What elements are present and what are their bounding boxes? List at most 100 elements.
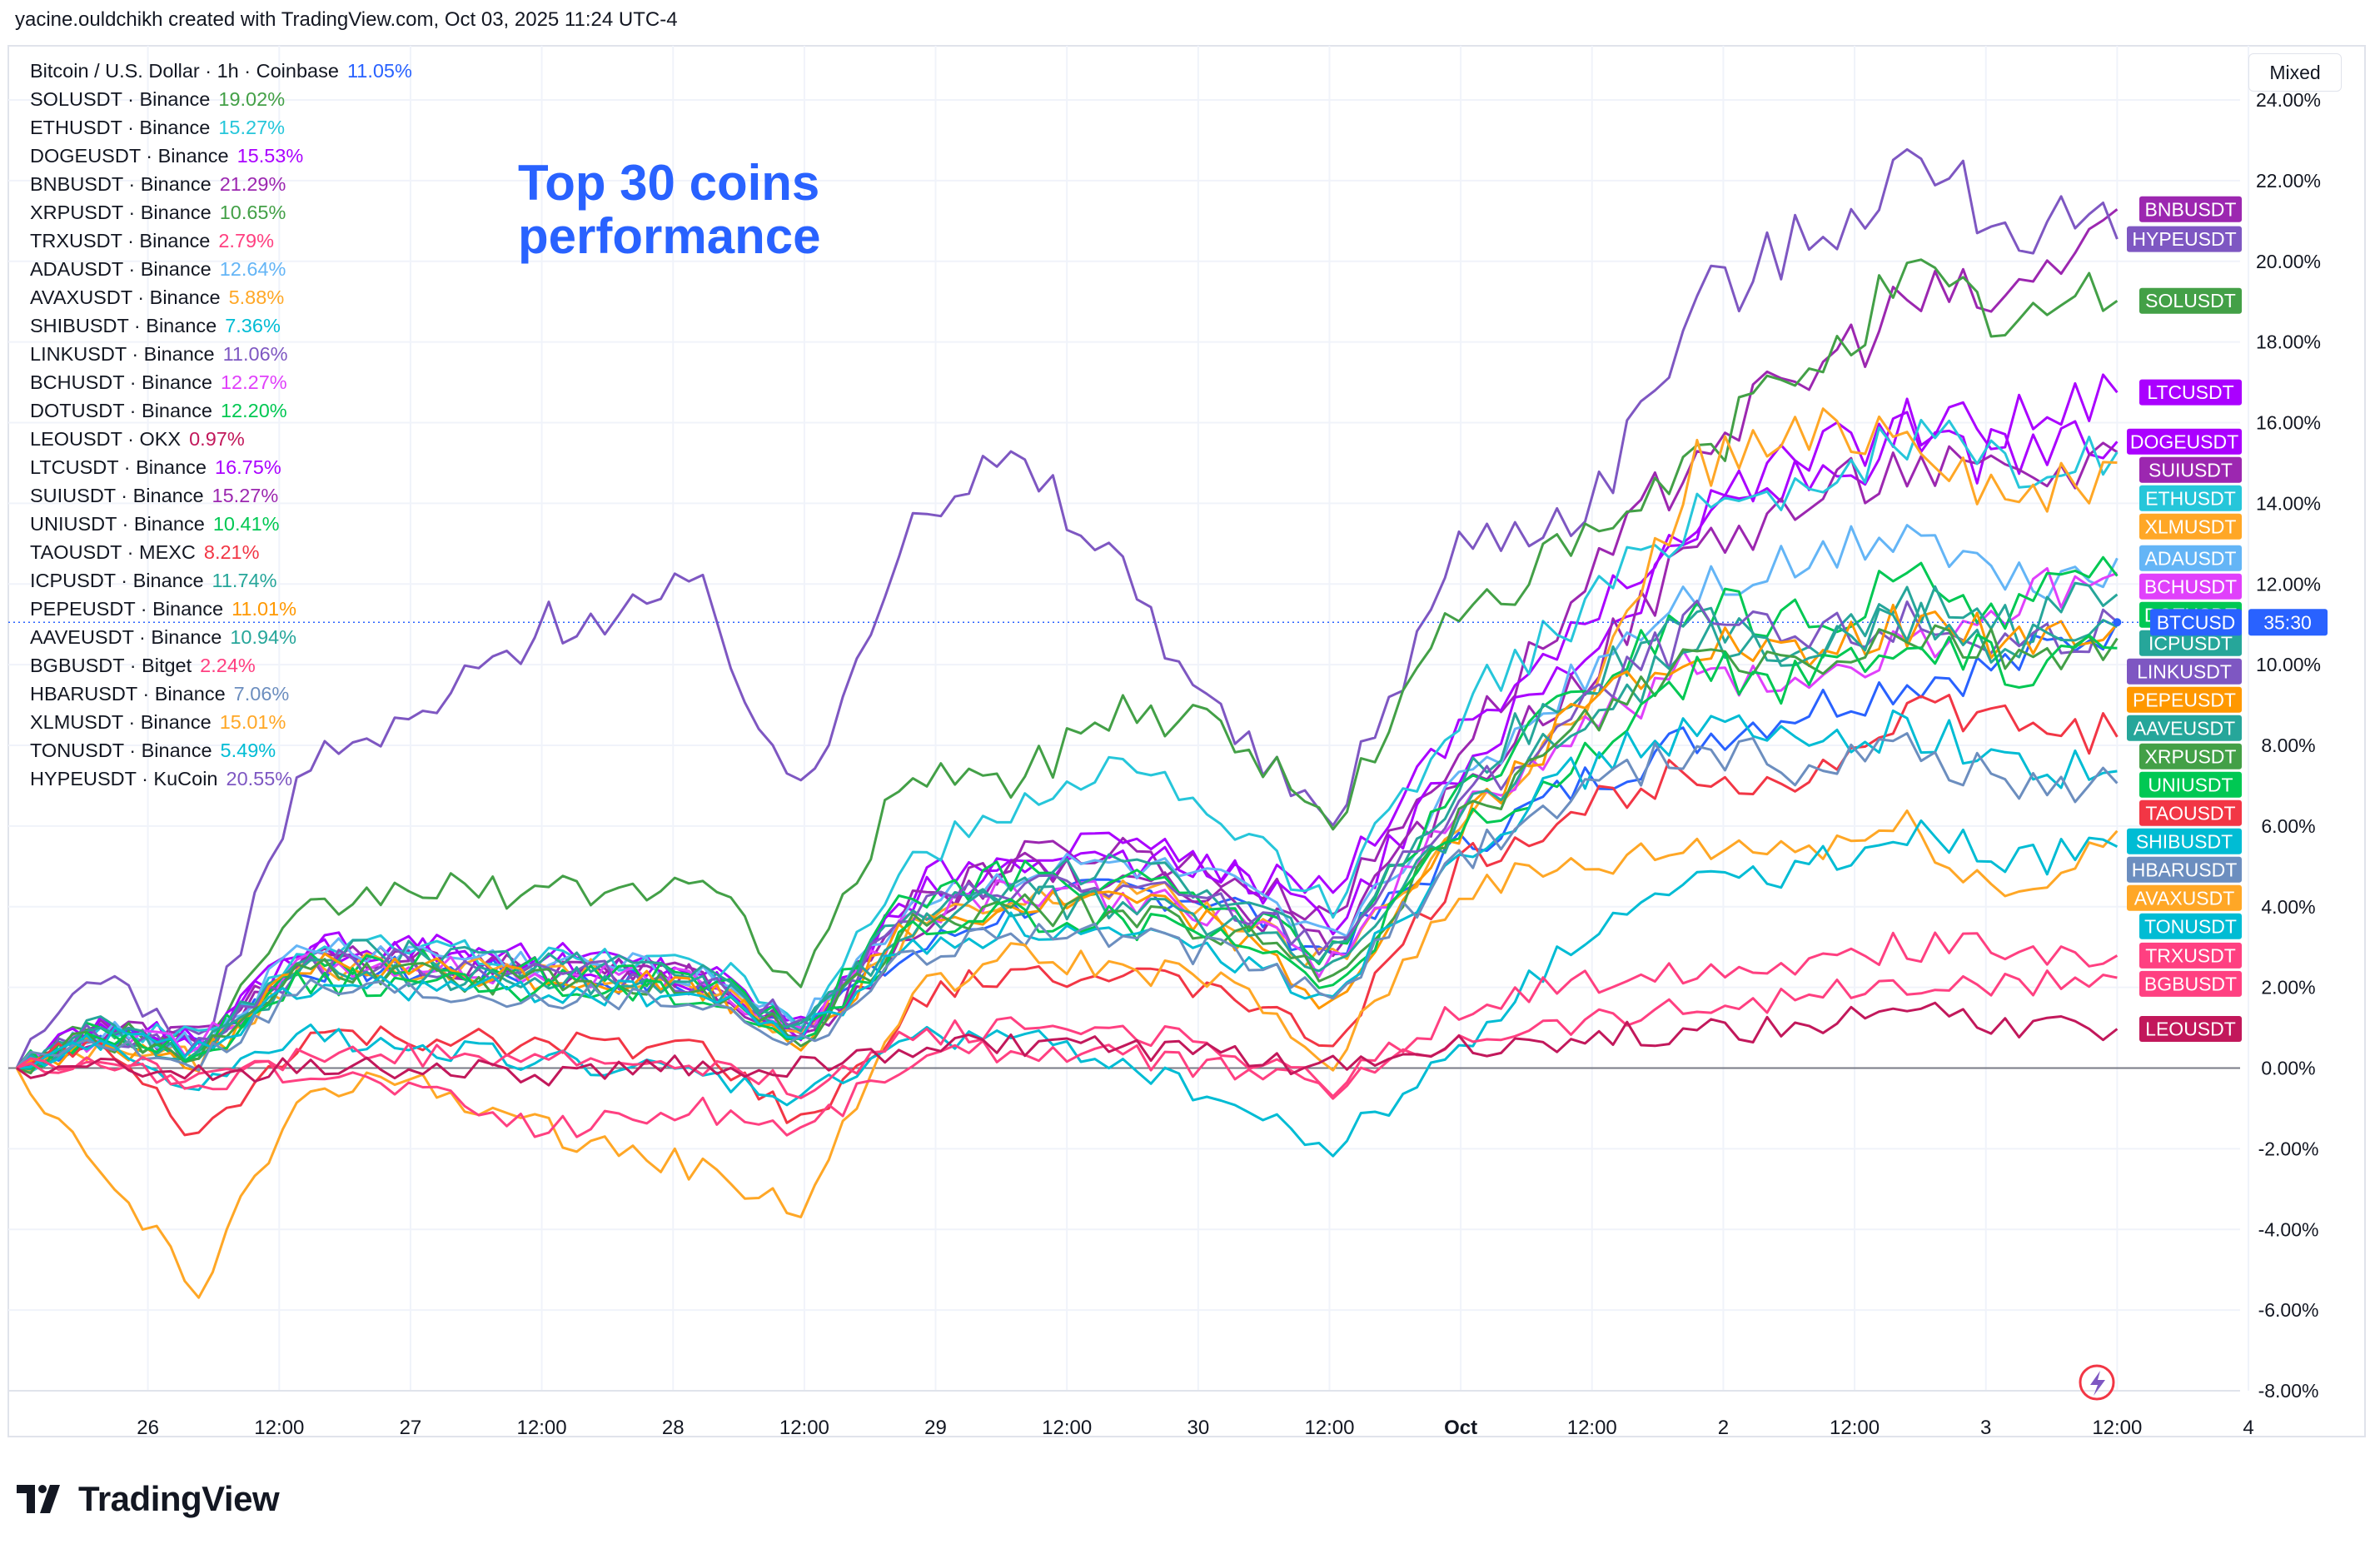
legend-item[interactable]: SOLUSDT · Binance 19.02% — [30, 85, 412, 113]
legend-item-value: 10.65% — [219, 202, 286, 223]
legend-item-name: SUIUSDT · Binance — [30, 485, 204, 506]
legend-item[interactable]: HYPEUSDT · KuCoin 20.55% — [30, 765, 412, 793]
legend-item-name: XLMUSDT · Binance — [30, 711, 212, 733]
legend-item[interactable]: Bitcoin / U.S. Dollar · 1h · Coinbase 11.… — [30, 57, 412, 85]
legend-item[interactable]: AVAXUSDT · Binance 5.88% — [30, 283, 412, 311]
series-tag-label: AVAXUSDT — [2134, 887, 2235, 909]
legend-item[interactable]: BGBUSDT · Bitget 2.24% — [30, 651, 412, 680]
legend-item[interactable]: DOGEUSDT · Binance 15.53% — [30, 142, 412, 170]
legend-item[interactable]: BNBUSDT · Binance 21.29% — [30, 170, 412, 198]
series-line-bnbusdt — [16, 208, 2119, 1069]
legend-item-value: 11.74% — [212, 570, 277, 591]
x-tick-label: 28 — [662, 1417, 685, 1439]
series-tag-label: TONUSDT — [2144, 915, 2237, 937]
series-tag: UNIUSDT — [2139, 771, 2242, 798]
legend-item-value: 2.24% — [200, 655, 256, 676]
tradingview-logo[interactable]: TradingView — [17, 1479, 280, 1519]
legend-item[interactable]: TAOUSDT · MEXC 8.21% — [30, 538, 412, 566]
legend-item-name: XRPUSDT · Binance — [30, 202, 212, 223]
legend-item-value: 11.01% — [232, 598, 297, 620]
series-tag: ICPUSDT — [2139, 630, 2242, 656]
chart-title-line1: Top 30 coins — [518, 155, 820, 211]
lightning-icon-ring — [2079, 1364, 2115, 1401]
series-line-hypeusdt — [15, 147, 2119, 1069]
legend-item-name: TRXUSDT · Binance — [30, 230, 211, 252]
legend-item-name: LINKUSDT · Binance — [30, 343, 215, 365]
series-line-leousdt — [16, 1001, 2119, 1087]
legend-item-value: 11.06% — [222, 343, 288, 365]
series-tag: XRPUSDT — [2139, 743, 2242, 770]
x-tick-label: 12:00 — [517, 1417, 567, 1439]
x-tick-label: Oct — [1444, 1417, 1477, 1439]
series-end-labels: BNBUSDT HYPEUSDT SOLUSDT LTCUSDT DOGEUSDT SUI… — [2079, 196, 2328, 1401]
tradingview-logo-icon — [17, 1485, 60, 1513]
legend-item-name: SOLUSDT · Binance — [30, 88, 211, 110]
series-tag: HBARUSDT — [2127, 856, 2242, 883]
x-tick-label: 12:00 — [1042, 1417, 1092, 1439]
legend-item[interactable]: SUIUSDT · Binance 15.27% — [30, 481, 412, 510]
series-line-taousdt — [16, 694, 2119, 1137]
legend-item[interactable]: TONUSDT · Binance 5.49% — [30, 736, 412, 765]
legend-item[interactable]: XRPUSDT · Binance 10.65% — [30, 198, 412, 227]
legend-item-value: 5.49% — [220, 740, 276, 761]
x-tick-label: 12:00 — [1830, 1417, 1880, 1439]
series-tag-bg — [2139, 799, 2242, 826]
series-tag: SUIUSDT — [2139, 456, 2242, 483]
series-line-bchusdt — [16, 566, 2118, 1069]
legend-item-value: 10.41% — [212, 513, 280, 535]
legend-item[interactable]: ETHUSDT · Binance 15.27% — [30, 113, 412, 142]
series-tag-label: SUIUSDT — [2148, 459, 2233, 481]
x-tick-label: 29 — [924, 1417, 947, 1439]
series-tag-bg — [2139, 771, 2242, 798]
series-line-icpusdt — [16, 581, 2119, 1071]
x-tick-label: 12:00 — [2092, 1417, 2142, 1439]
series-tag-bg — [2139, 545, 2242, 571]
legend-item[interactable]: LTCUSDT · Binance 16.75% — [30, 453, 412, 481]
x-tick-label: 2 — [1718, 1417, 1729, 1439]
legend-item[interactable]: AAVEUSDT · Binance 10.94% — [30, 623, 412, 651]
legend-item[interactable]: DOTUSDT · Binance 12.20% — [30, 396, 412, 425]
series-tag-label: BGBUSDT — [2144, 973, 2237, 994]
legend-item[interactable]: ICPUSDT · Binance 11.74% — [30, 566, 412, 595]
series-tag-bg — [2139, 287, 2242, 314]
legend-item-value: 15.27% — [218, 117, 286, 138]
series-tag-label: LTCUSDT — [2147, 381, 2233, 403]
y-tick-label: 4.00% — [2261, 896, 2315, 918]
series-tag-label: ETHUSDT — [2145, 487, 2236, 509]
legend-item[interactable]: SHIBUSDT · Binance 7.36% — [30, 311, 412, 340]
y-tick-label: 2.00% — [2261, 977, 2315, 999]
legend-item-name: BNBUSDT · Binance — [30, 173, 212, 195]
series-line-tonusdt — [16, 819, 2119, 1158]
legend-item[interactable]: LEOUSDT · OKX 0.97% — [30, 425, 412, 453]
series-tag: LEOUSDT — [2139, 1016, 2242, 1043]
series-tag: BCHUSDT — [2139, 573, 2242, 600]
series-tag: SOLUSDT — [2139, 287, 2242, 314]
legend-item[interactable]: TRXUSDT · Binance 2.79% — [30, 227, 412, 255]
series-tag: XLMUSDT — [2139, 513, 2242, 540]
legend-item[interactable]: PEPEUSDT · Binance 11.01% — [30, 595, 412, 623]
series-line-solusdt — [16, 258, 2119, 1069]
legend-item[interactable]: ADAUSDT · Binance 12.64% — [30, 255, 412, 283]
legend-item-value: 5.88% — [228, 286, 285, 308]
legend-item[interactable]: XLMUSDT · Binance 15.01% — [30, 708, 412, 736]
legend-item-value: 12.20% — [220, 400, 287, 421]
scale-mode-button[interactable]: Mixed — [2248, 53, 2342, 92]
legend-item-value: 15.01% — [219, 711, 286, 733]
legend-item-value: 8.21% — [203, 541, 260, 563]
series-tag-bg — [2127, 226, 2242, 252]
y-tick-label: 16.00% — [2256, 412, 2321, 434]
x-tick-label: 26 — [137, 1417, 159, 1439]
legend-item[interactable]: LINKUSDT · Binance 11.06% — [30, 340, 412, 368]
legend-item-name: DOTUSDT · Binance — [30, 400, 212, 421]
series-tag: BNBUSDT — [2139, 196, 2242, 222]
legend-item[interactable]: HBARUSDT · Binance 7.06% — [30, 680, 412, 708]
legend-item-value: 10.94% — [230, 626, 297, 648]
y-tick-label: 18.00% — [2256, 331, 2321, 353]
legend-item-name: UNIUSDT · Binance — [30, 513, 205, 535]
legend-item[interactable]: BCHUSDT · Binance 12.27% — [30, 368, 412, 396]
series-tag-label: TAOUSDT — [2145, 802, 2235, 824]
legend-item[interactable]: UNIUSDT · Binance 10.41% — [30, 510, 412, 538]
y-tick-label: 6.00% — [2261, 815, 2315, 837]
series-tag-label: DOGEUSDT — [2130, 431, 2238, 452]
legend-item-name: DOGEUSDT · Binance — [30, 145, 229, 167]
